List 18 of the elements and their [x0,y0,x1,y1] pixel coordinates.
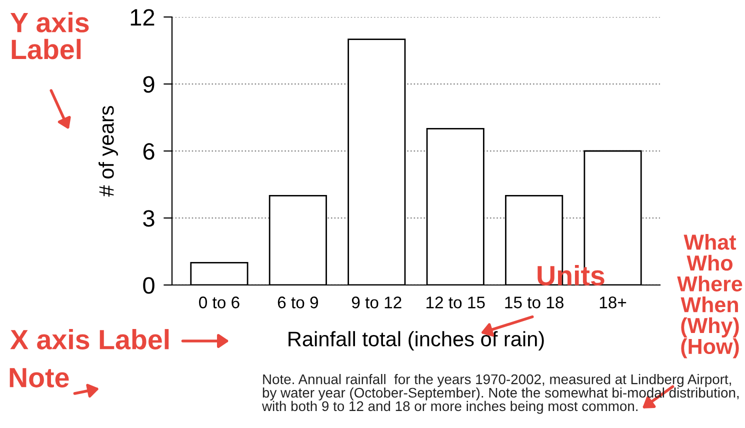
y-tick-label: 9 [143,76,154,93]
y-tick-label: 12 [130,9,154,26]
text: Note. Annual rainfall for the years 1970-2002, measured at Lindberg Airport, by water year (October-September). Note the somewhat bi-modal distribution, with both 9 to 12 and 18 or more inches being most common. [262,374,739,414]
y-axis-title: # of years [98,106,118,197]
y-tick-label: 3 [143,210,154,227]
text: Y axis Label [10,12,89,60]
text: X axis Label [10,329,169,350]
x-tick-label: 18+ [600,296,626,308]
y-tick-label: 6 [143,143,154,160]
x-tick-label: 12 to 15 [426,296,485,308]
text: What Who Where When (Why) (How) [677,234,742,358]
x-tick-label: 9 to 12 [352,296,402,308]
text: Note [10,368,69,388]
x-tick-label: 0 to 6 [199,296,240,308]
x-axis-title: Rainfall total (inches of rain) [288,331,544,351]
x-tick-label: 15 to 18 [505,296,564,308]
y-tick-label: 0 [143,277,154,294]
x-tick-label: 6 to 9 [278,296,318,308]
